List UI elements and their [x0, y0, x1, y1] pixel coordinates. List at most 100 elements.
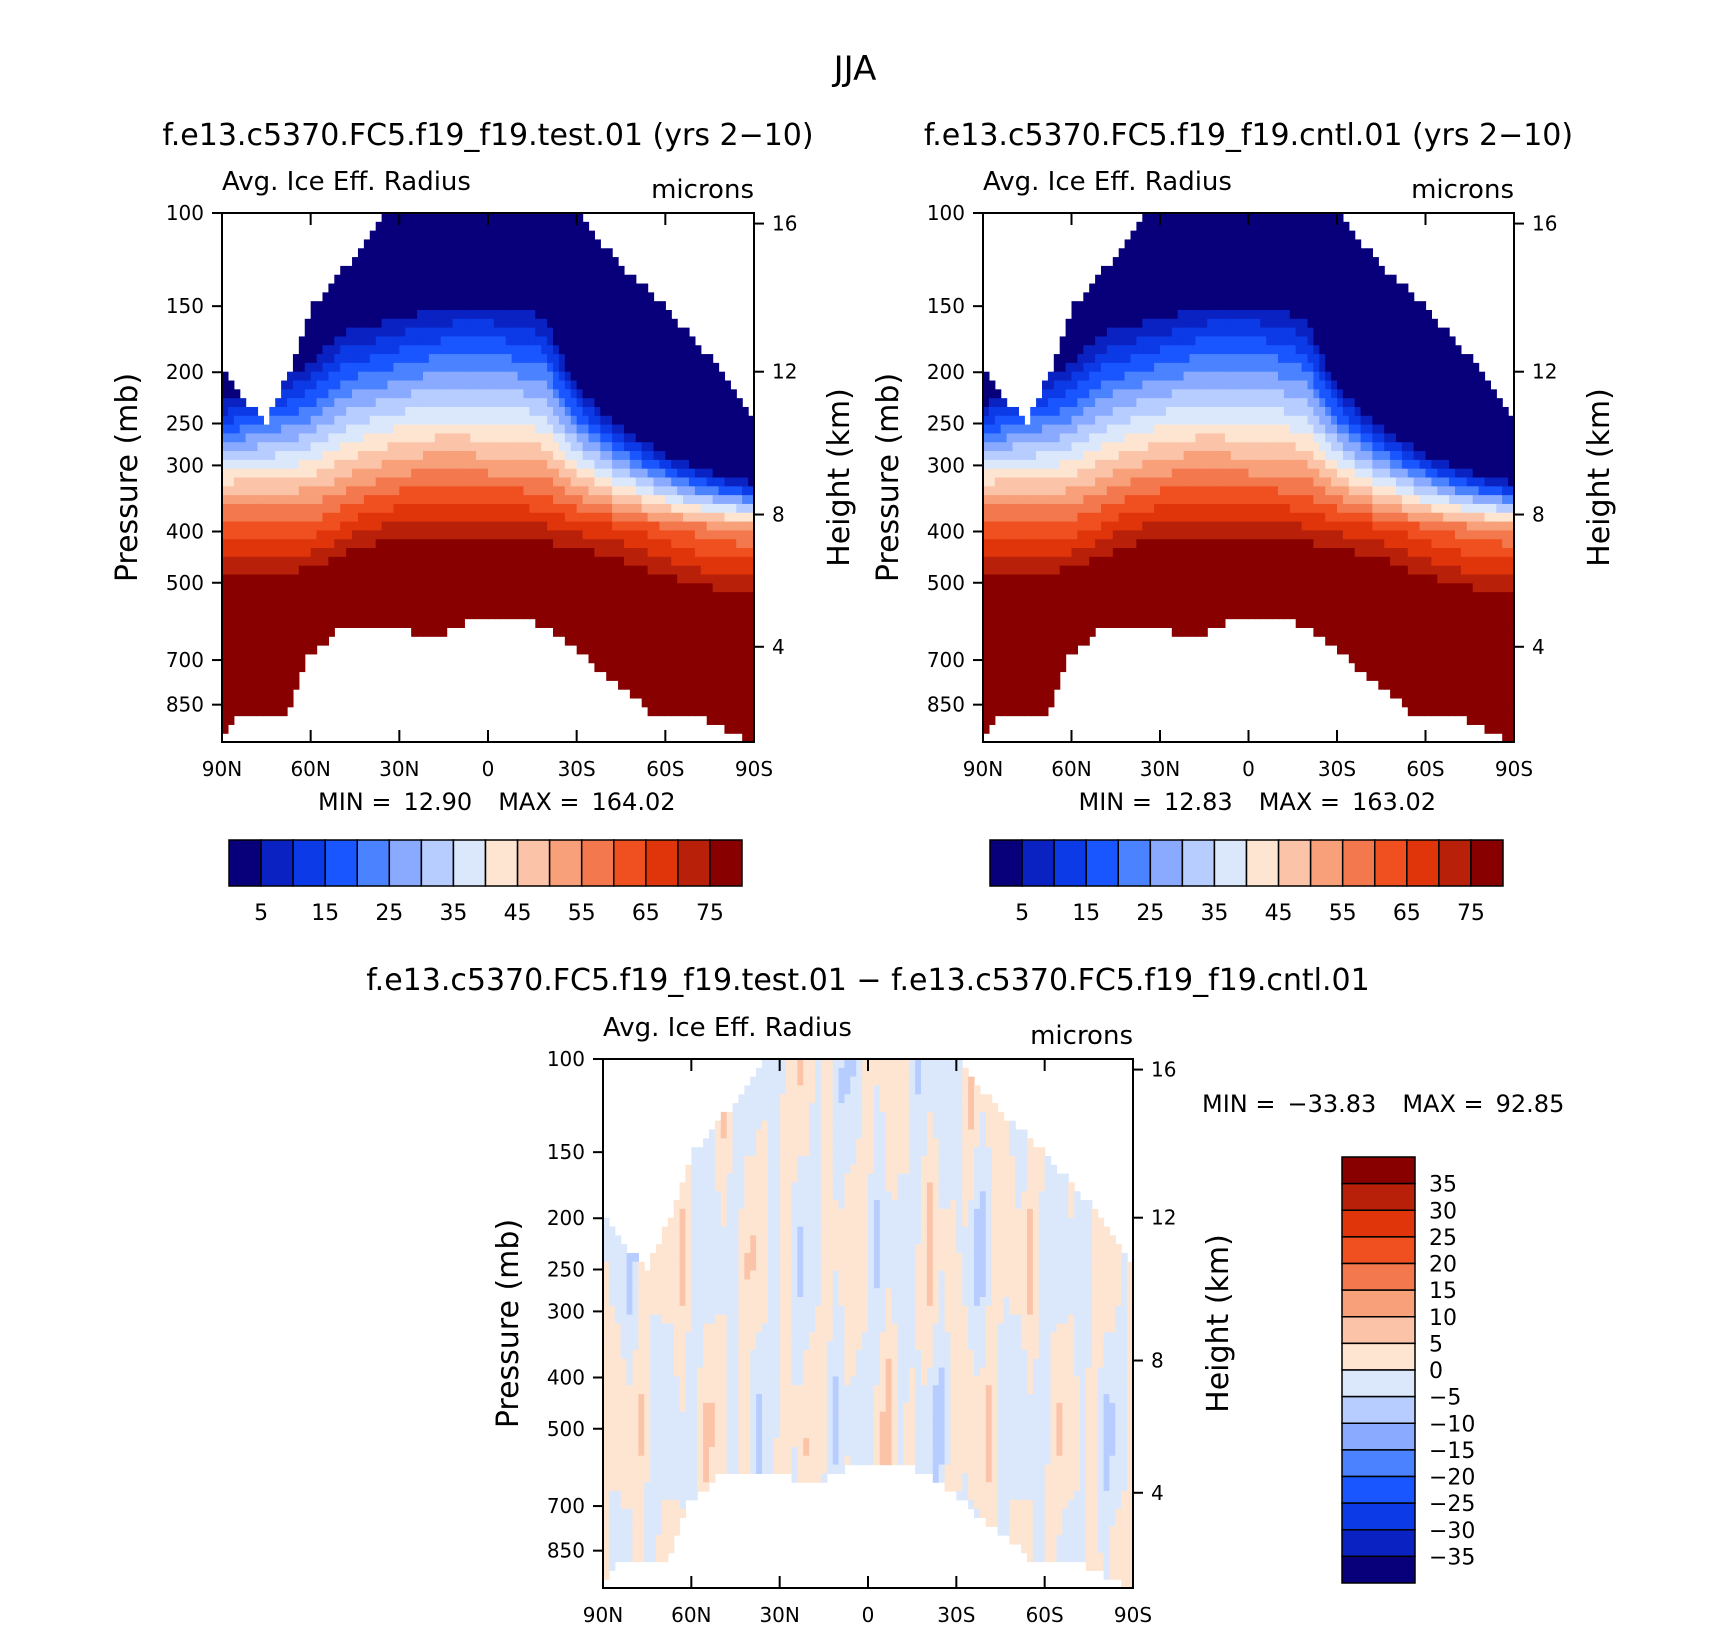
field-cell	[245, 671, 253, 681]
field-cell	[712, 468, 720, 479]
field-cell	[440, 530, 448, 540]
field-cell	[393, 442, 400, 452]
field-cell	[476, 477, 483, 487]
field-cell	[411, 248, 418, 258]
field-cell	[1124, 327, 1132, 338]
field-cell	[724, 389, 731, 399]
field-cell	[983, 689, 990, 699]
field-cell	[1077, 512, 1084, 523]
field-cell	[281, 512, 288, 523]
field-cell	[671, 521, 678, 531]
field-cell	[558, 354, 566, 364]
field-cell	[659, 697, 666, 708]
field-cell	[606, 671, 613, 681]
field-cell	[1059, 662, 1067, 673]
field-cell	[275, 468, 282, 479]
field-cell	[1024, 468, 1031, 479]
field-cell	[706, 530, 714, 540]
field-cell	[505, 292, 513, 302]
field-cell	[227, 442, 235, 452]
field-cell	[706, 539, 714, 549]
field-cell	[381, 600, 389, 611]
field-cell	[724, 565, 731, 576]
field-cell	[541, 530, 548, 540]
field-cell	[340, 592, 347, 602]
field-cell	[393, 248, 400, 258]
field-cell	[1095, 530, 1102, 540]
field-cell	[251, 442, 259, 452]
field-cell	[677, 645, 684, 655]
field-cell	[499, 459, 507, 470]
field-cell	[493, 301, 501, 311]
field-cell	[635, 424, 643, 435]
field-cell	[659, 354, 666, 364]
field-cell	[700, 680, 708, 690]
field-cell	[582, 371, 590, 382]
field-cell	[399, 362, 406, 373]
field-cell	[547, 565, 554, 576]
field-cell	[712, 389, 720, 399]
field-cell	[564, 477, 572, 487]
field-cell	[1118, 565, 1126, 576]
field-cell	[1065, 389, 1073, 399]
field-cell	[988, 600, 996, 611]
field-cell	[1112, 495, 1120, 505]
field-cell	[292, 406, 300, 417]
field-cell	[239, 539, 247, 549]
colorbar-swatch	[613, 839, 647, 887]
field-cell	[1053, 583, 1061, 593]
field-cell	[310, 327, 318, 338]
field-cell	[393, 257, 400, 267]
field-cell	[688, 336, 696, 346]
field-cell	[576, 486, 584, 496]
field-cell	[340, 265, 347, 276]
field-cell	[712, 697, 720, 708]
field-cell	[393, 354, 400, 364]
field-cell	[470, 565, 477, 576]
field-cell	[470, 239, 477, 249]
field-cell	[1047, 645, 1055, 655]
field-cell	[730, 697, 737, 708]
field-cell	[493, 292, 501, 302]
field-cell	[334, 600, 341, 611]
field-cell	[588, 565, 595, 576]
field-cell	[1042, 574, 1049, 584]
field-cell	[623, 530, 631, 540]
field-cell	[671, 574, 678, 584]
field-cell	[328, 468, 335, 479]
field-cell	[227, 539, 235, 549]
field-cell	[488, 274, 495, 285]
field-cell	[387, 283, 395, 293]
field-cell	[742, 645, 749, 655]
field-cell	[346, 618, 353, 628]
field-cell	[541, 274, 548, 285]
field-cell	[606, 301, 613, 311]
field-cell	[523, 327, 530, 338]
field-cell	[1101, 265, 1108, 276]
field-cell	[1095, 283, 1102, 293]
field-cell	[736, 724, 743, 734]
field-cell	[547, 433, 554, 443]
field-cell	[612, 283, 619, 293]
field-cell	[1071, 618, 1078, 628]
field-cell	[233, 627, 241, 637]
field-cell	[1124, 301, 1132, 311]
field-cell	[688, 503, 696, 514]
field-cell	[482, 345, 489, 355]
field-cell	[570, 459, 578, 470]
field-cell	[594, 398, 601, 408]
field-cell	[594, 406, 601, 417]
field-cell	[227, 486, 235, 496]
field-cell	[434, 301, 442, 311]
field-cell	[629, 309, 637, 320]
field-cell	[517, 354, 525, 364]
field-cell	[588, 495, 595, 505]
field-cell	[346, 600, 353, 611]
field-cell	[482, 451, 489, 461]
field-cell	[547, 301, 554, 311]
y-tick-label: 150	[166, 294, 204, 318]
y-tick-label: 700	[166, 648, 204, 672]
field-cell	[736, 697, 743, 708]
field-cell	[1000, 530, 1008, 540]
field-cell	[553, 486, 560, 496]
